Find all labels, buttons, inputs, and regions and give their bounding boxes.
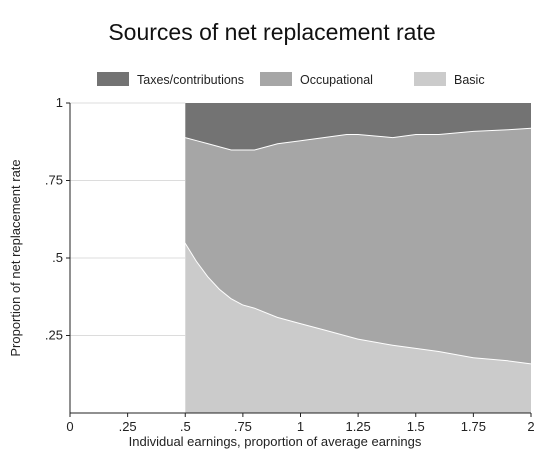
x-tick-label: 1.25	[345, 419, 370, 434]
area-basic	[185, 242, 532, 413]
y-axis-label: Proportion of net replacement rate	[8, 159, 23, 356]
legend-swatch	[260, 72, 292, 86]
y-tick-label: 1	[56, 95, 63, 110]
x-tick-label: 1.75	[461, 419, 486, 434]
legend: Taxes/contributions Occupational Basic	[97, 72, 485, 87]
x-tick-label: .5	[180, 419, 191, 434]
x-tick-label: .25	[119, 419, 137, 434]
legend-label: Taxes/contributions	[137, 73, 244, 87]
x-tick-label: 1.5	[407, 419, 425, 434]
chart-title: Sources of net replacement rate	[108, 19, 435, 45]
legend-swatch	[414, 72, 446, 86]
area-occupational	[185, 127, 532, 364]
x-tick-label: 0	[66, 419, 73, 434]
x-tick-label: 1	[297, 419, 304, 434]
x-axis-label: Individual earnings, proportion of avera…	[129, 434, 422, 449]
legend-label: Basic	[454, 73, 485, 87]
y-tick-label: .25	[45, 328, 63, 343]
axes: 0 .25 .5 .75 1 1.25 1.5 1.75 2 .25 .5 .75 1	[45, 95, 535, 434]
y-tick-label: .5	[52, 250, 63, 265]
legend-label: Occupational	[300, 73, 373, 87]
area-taxes-contributions	[185, 103, 532, 150]
x-tick-label: 2	[527, 419, 534, 434]
plot-area	[184, 103, 532, 413]
x-tick-label: .75	[234, 419, 252, 434]
legend-swatch	[97, 72, 129, 86]
y-tick-label: .75	[45, 173, 63, 188]
